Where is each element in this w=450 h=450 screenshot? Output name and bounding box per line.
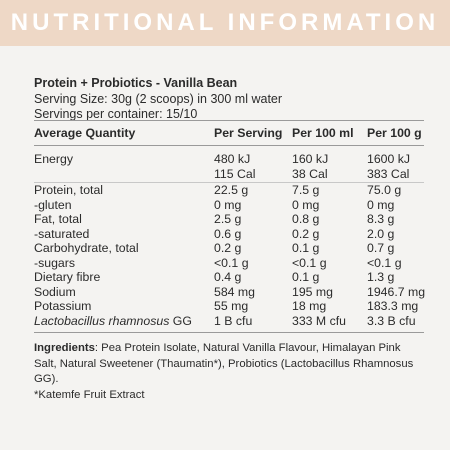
per-serving-value: 0.6 g: [214, 226, 242, 241]
per-100ml-value: 38 Cal: [292, 166, 328, 181]
per-100g-value: 1946.7 mg: [367, 284, 426, 299]
ingredients-label: Ingredients: [34, 342, 95, 354]
per-serving-value: 480 kJ: [214, 152, 251, 166]
table-row: Dietary fibre 0.4 g 0.1 g 1.3 g: [34, 270, 424, 285]
header-banner: NUTRITIONAL INFORMATION: [0, 0, 450, 46]
row-label: -gluten: [34, 197, 72, 212]
probiotic-strain: GG: [169, 313, 192, 328]
per-100ml-value: 0.1 g: [292, 241, 320, 255]
row-label: Lactobacillus rhamnosus GG: [34, 314, 192, 329]
ingredients-list: : Pea Protein Isolate, Natural Vanilla F…: [34, 342, 414, 385]
per-serving-value: 115 Cal: [214, 166, 256, 181]
row-label: Dietary fibre: [34, 270, 101, 284]
per-100ml-value: 195 mg: [292, 284, 334, 299]
per-100g-value: 1600 kJ: [367, 152, 411, 166]
table-bottom-rule: [34, 332, 424, 333]
per-serving-value: <0.1 g: [214, 255, 249, 270]
table-row: Sodium 584 mg 195 mg 1946.7 mg: [34, 284, 426, 300]
row-label: -sugars: [34, 255, 76, 270]
per-100ml-value: <0.1 g: [292, 255, 327, 270]
product-info: Protein + Probiotics - Vanilla Bean Serv…: [34, 76, 282, 123]
per-serving-value: 584 mg: [214, 284, 256, 299]
per-serving-value: 0.4 g: [214, 270, 242, 284]
ingredients-text: Ingredients: Pea Protein Isolate, Natura…: [34, 341, 424, 388]
table-row: Carbohydrate, total 0.2 g 0.1 g 0.7 g: [34, 241, 424, 256]
per-serving-value: 0 mg: [214, 197, 242, 212]
per-100g-value: 1.3 g: [367, 270, 395, 284]
per-100g-value: 183.3 mg: [367, 299, 419, 313]
table-row: -gluten 0 mg 0 mg 0 mg: [34, 198, 424, 213]
per-100g-value: 3.3 B cfu: [367, 313, 416, 328]
product-name: Protein + Probiotics - Vanilla Bean: [34, 76, 238, 90]
row-label: Protein, total: [34, 183, 104, 197]
per-100ml-value: 0 mg: [292, 197, 320, 212]
per-100g-value: 0.7 g: [367, 241, 395, 255]
nutrition-table: Average Quantity Per Serving Per 100 ml …: [34, 120, 426, 333]
table-row: Lactobacillus rhamnosus GG 1 B cfu 333 M…: [34, 314, 424, 329]
per-100ml-value: 7.5 g: [292, 183, 320, 197]
per-serving-value: 0.2 g: [214, 241, 242, 255]
table-row: Protein, total 22.5 g 7.5 g 75.0 g: [34, 183, 424, 198]
per-100ml-value: 160 kJ: [292, 152, 329, 166]
row-label: -saturated: [34, 226, 90, 241]
table-row: 115 Cal 38 Cal 383 Cal: [34, 167, 424, 182]
per-100g-value: 0 mg: [367, 197, 395, 212]
ingredients-section: Ingredients: Pea Protein Isolate, Natura…: [34, 341, 424, 403]
per-100g-value: 8.3 g: [367, 212, 395, 226]
page-title: NUTRITIONAL INFORMATION: [10, 9, 440, 36]
table-row: -saturated 0.6 g 0.2 g 2.0 g: [34, 227, 424, 242]
per-serving-value: 55 mg: [214, 299, 249, 313]
energy-rule: [34, 181, 424, 183]
table-top-rule: [34, 120, 424, 121]
row-label: Sodium: [34, 284, 76, 299]
table-row: Fat, total 2.5 g 0.8 g 8.3 g: [34, 212, 424, 227]
row-label: Energy: [34, 152, 73, 166]
header-average-quantity: Average Quantity: [34, 126, 136, 140]
servings-per-container: Servings per container: 15/10: [34, 107, 198, 121]
header-per-100g: Per 100 g: [367, 126, 422, 140]
table-header-row: Average Quantity Per Serving Per 100 ml …: [34, 121, 424, 145]
per-100g-value: <0.1 g: [367, 255, 402, 270]
per-100ml-value: 333 M cfu: [292, 313, 346, 328]
serving-size: Serving Size: 30g (2 scoops) in 300 ml w…: [34, 91, 283, 106]
probiotic-species: Lactobacillus rhamnosus: [34, 313, 170, 328]
header-per-100ml: Per 100 ml: [292, 126, 354, 140]
ingredients-footnote: *Katemfe Fruit Extract: [34, 388, 145, 401]
per-100ml-value: 18 mg: [292, 299, 327, 313]
per-100ml-value: 0.8 g: [292, 212, 320, 226]
per-serving-value: 1 B cfu: [214, 313, 253, 328]
per-serving-value: 2.5 g: [214, 212, 242, 226]
per-serving-value: 22.5 g: [214, 183, 249, 197]
per-100g-value: 383 Cal: [367, 166, 410, 181]
per-100ml-value: 0.2 g: [292, 226, 320, 241]
row-label: Carbohydrate, total: [34, 241, 139, 255]
row-label: Fat, total: [34, 212, 82, 226]
per-100g-value: 75.0 g: [367, 183, 402, 197]
header-rule: [34, 145, 424, 146]
per-100g-value: 2.0 g: [367, 226, 395, 241]
header-per-serving: Per Serving: [214, 126, 283, 140]
table-row: Energy 480 kJ 160 kJ 1600 kJ: [34, 152, 424, 167]
table-row: Potassium 55 mg 18 mg 183.3 mg: [34, 299, 424, 314]
per-100ml-value: 0.1 g: [292, 270, 320, 284]
table-row: -sugars <0.1 g <0.1 g <0.1 g: [34, 256, 424, 271]
row-label: Potassium: [34, 299, 92, 313]
